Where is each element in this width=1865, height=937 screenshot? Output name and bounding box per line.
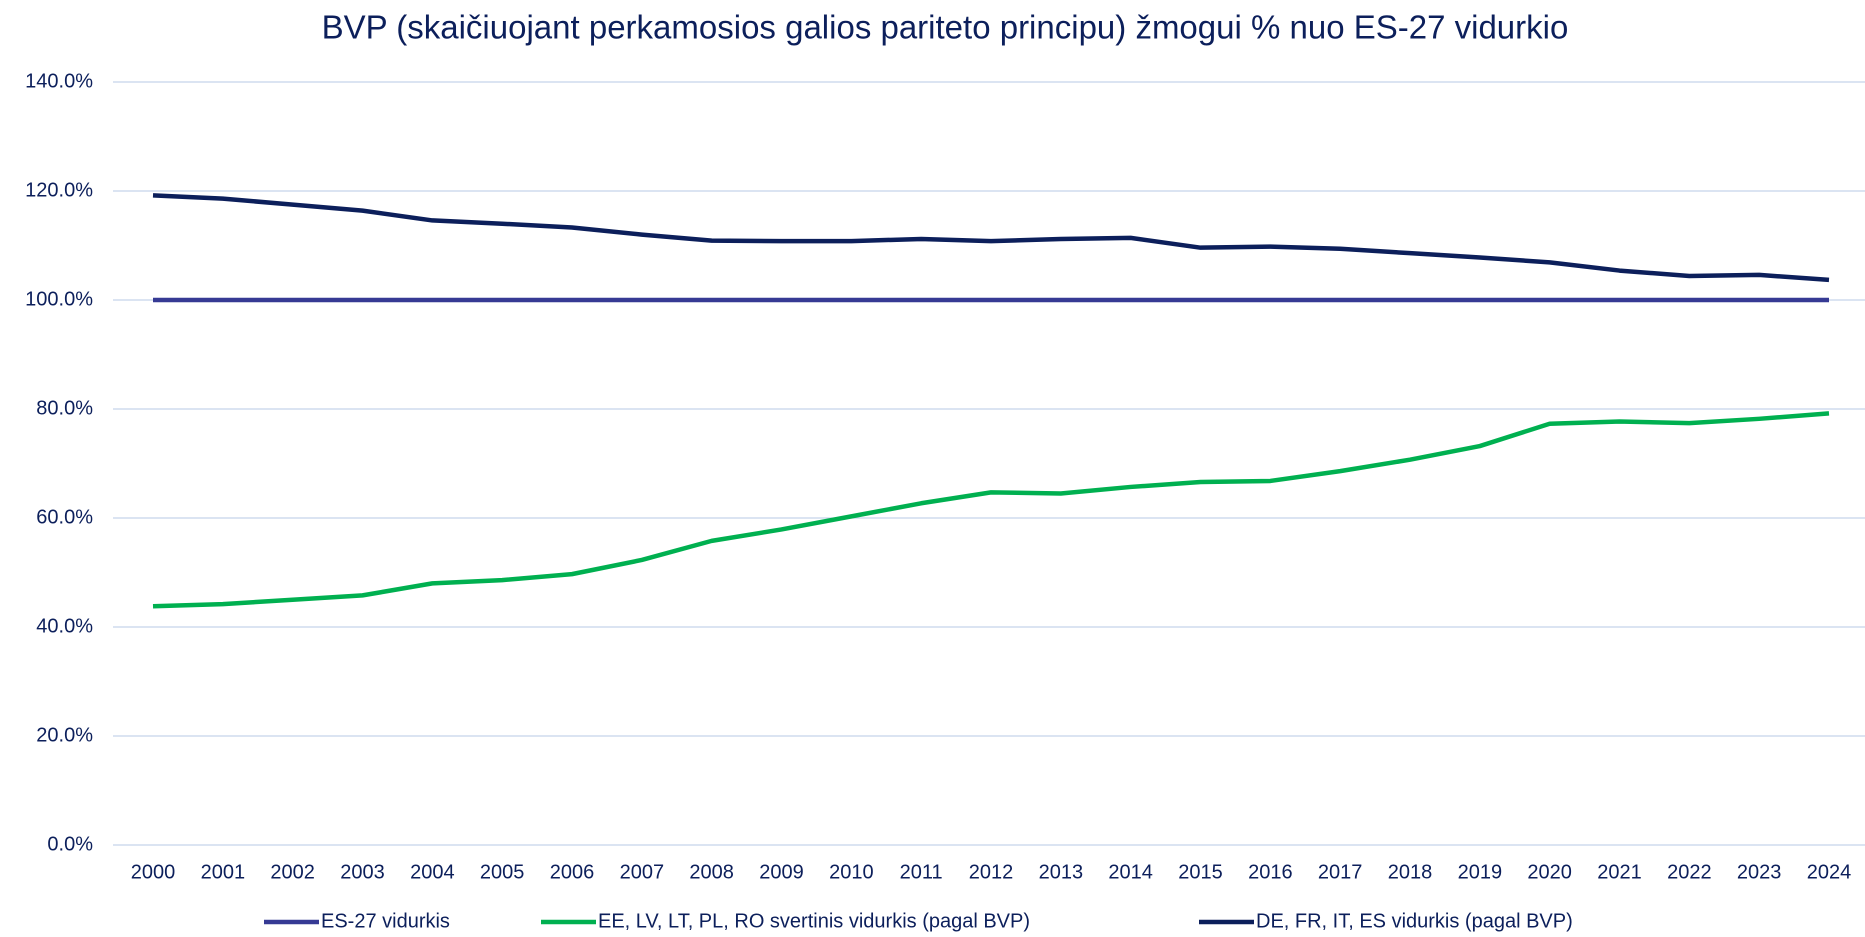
x-tick-label: 2017 [1318, 861, 1363, 883]
x-tick-label: 2008 [689, 861, 734, 883]
x-tick-label: 2002 [270, 861, 315, 883]
chart-title: BVP (skaičiuojant perkamosios galios par… [322, 9, 1569, 46]
series-line [152, 411, 1830, 609]
x-tick-label: 2011 [900, 861, 943, 883]
y-tick-label: 80.0% [36, 397, 93, 419]
x-tick-label: 2001 [201, 861, 246, 883]
x-tick-label: 2023 [1737, 861, 1782, 883]
y-tick-label: 120.0% [25, 179, 93, 201]
x-tick-label: 2004 [410, 861, 455, 883]
x-tick-label: 2010 [829, 861, 874, 883]
x-tick-label: 2000 [131, 861, 176, 883]
x-tick-label: 2014 [1108, 861, 1153, 883]
y-tick-label: 20.0% [36, 724, 93, 746]
x-tick-label: 2016 [1248, 861, 1293, 883]
y-tick-label: 100.0% [25, 288, 93, 310]
x-tick-label: 2022 [1667, 861, 1712, 883]
legend-label: EE, LV, LT, PL, RO svertinis vidurkis (p… [598, 910, 1030, 932]
legend-label: DE, FR, IT, ES vidurkis (pagal BVP) [1256, 910, 1573, 932]
x-tick-label: 2013 [1039, 861, 1084, 883]
x-tick-label: 2009 [759, 861, 804, 883]
x-tick-label: 2007 [620, 861, 665, 883]
x-tick-label: 2020 [1527, 861, 1572, 883]
y-tick-label: 40.0% [36, 615, 93, 637]
legend-label: ES-27 vidurkis [321, 910, 450, 932]
y-tick-label: 140.0% [25, 70, 93, 92]
y-tick-label: 60.0% [36, 506, 93, 528]
x-tick-label: 2012 [969, 861, 1014, 883]
x-tick-label: 2024 [1807, 861, 1852, 883]
x-tick-label: 2018 [1388, 861, 1433, 883]
x-tick-label: 2005 [480, 861, 525, 883]
series-line [152, 193, 1830, 283]
x-tick-label: 2021 [1597, 861, 1642, 883]
x-tick-label: 2003 [340, 861, 385, 883]
x-tick-label: 2019 [1458, 861, 1503, 883]
x-tick-label: 2015 [1178, 861, 1223, 883]
y-tick-label: 0.0% [47, 833, 93, 855]
x-tick-label: 2006 [550, 861, 595, 883]
